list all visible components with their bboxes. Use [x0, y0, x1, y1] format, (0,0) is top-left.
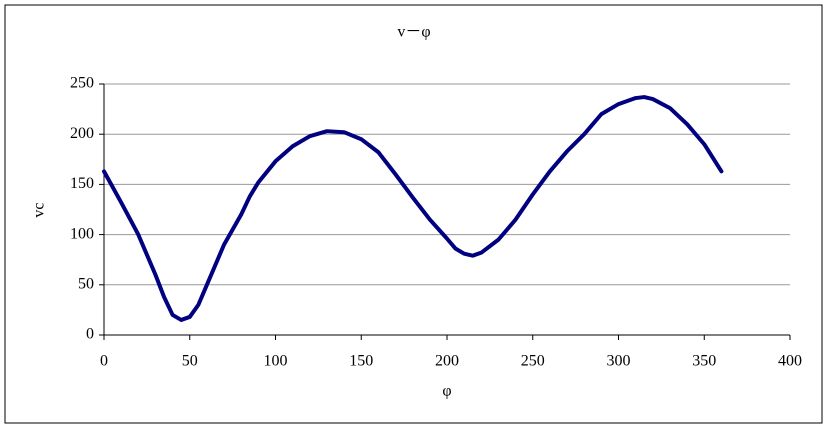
chart-title: v－φ: [397, 24, 430, 41]
y-tick-label: 250: [70, 75, 94, 92]
x-axis-label: φ: [442, 383, 451, 400]
y-axis-label: vc: [31, 202, 48, 217]
x-tick-label: 300: [607, 353, 631, 370]
x-tick-label: 100: [264, 353, 288, 370]
y-tick-label: 100: [70, 225, 94, 242]
x-tick-label: 0: [100, 353, 108, 370]
x-tick-label: 250: [521, 353, 545, 370]
x-tick-label: 50: [182, 353, 198, 370]
y-tick-label: 50: [78, 275, 94, 292]
x-tick-label: 200: [435, 353, 459, 370]
y-tick-label: 0: [86, 326, 94, 343]
x-tick-label: 150: [349, 353, 373, 370]
chart-frame: [4, 4, 823, 424]
data-line: [102, 95, 724, 322]
y-tick-label: 200: [70, 125, 94, 142]
y-tick-label: 150: [70, 175, 94, 192]
x-tick-label: 400: [778, 353, 802, 370]
x-tick-label: 350: [692, 353, 716, 370]
